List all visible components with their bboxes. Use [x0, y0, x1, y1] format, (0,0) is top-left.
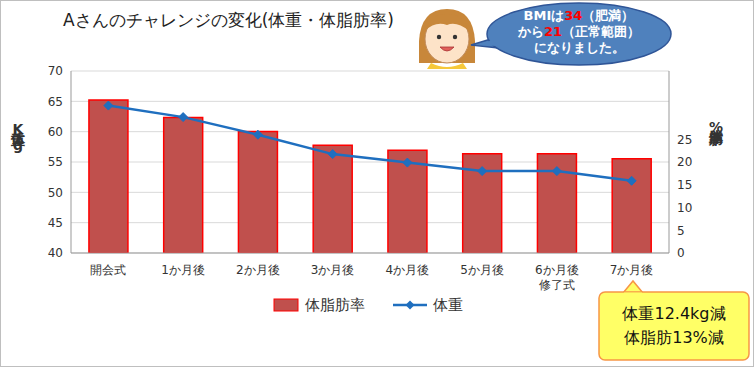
- svg-text:5か月後: 5か月後: [460, 263, 504, 277]
- svg-text:70: 70: [48, 64, 63, 78]
- svg-text:50: 50: [48, 186, 63, 200]
- svg-text:3か月後: 3か月後: [311, 263, 355, 277]
- svg-text:体重12.4kg減体脂肪13%減: 体重12.4kg減体脂肪13%減: [622, 304, 725, 347]
- html-text:Aさんのチャレンジの変化(体重・体脂肪率): Aさんのチャレンジの変化(体重・体脂肪率): [63, 10, 394, 30]
- svg-text:開会式: 開会式: [90, 263, 126, 277]
- svg-text:2か月後: 2か月後: [236, 263, 280, 277]
- html-text:体脂肪率: 体脂肪率: [304, 295, 365, 314]
- svg-text:BMIは34（肥満）から21（正常範囲）になりました。: BMIは34（肥満）から21（正常範囲）になりました。: [517, 8, 640, 55]
- html-text:体脂肪率%: 体脂肪率%: [708, 119, 724, 135]
- svg-text:40: 40: [48, 246, 63, 260]
- html-text:体重: 体重: [432, 295, 463, 314]
- svg-text:1か月後: 1か月後: [161, 263, 205, 277]
- svg-text:65: 65: [48, 95, 63, 109]
- svg-text:7か月後: 7か月後: [610, 263, 654, 277]
- svg-text:4か月後: 4か月後: [386, 263, 430, 277]
- svg-text:55: 55: [48, 155, 63, 169]
- svg-text:0: 0: [677, 246, 685, 260]
- svg-text:20: 20: [677, 155, 692, 169]
- svg-text:60: 60: [48, 125, 63, 139]
- svg-text:15: 15: [677, 178, 692, 192]
- html-text:体重Kg: 体重Kg: [10, 121, 26, 153]
- svg-text:10: 10: [677, 201, 692, 215]
- svg-text:25: 25: [677, 133, 692, 147]
- svg-text:6か月後修了式: 6か月後修了式: [535, 263, 579, 292]
- svg-text:45: 45: [48, 216, 63, 230]
- svg-text:5: 5: [677, 224, 685, 238]
